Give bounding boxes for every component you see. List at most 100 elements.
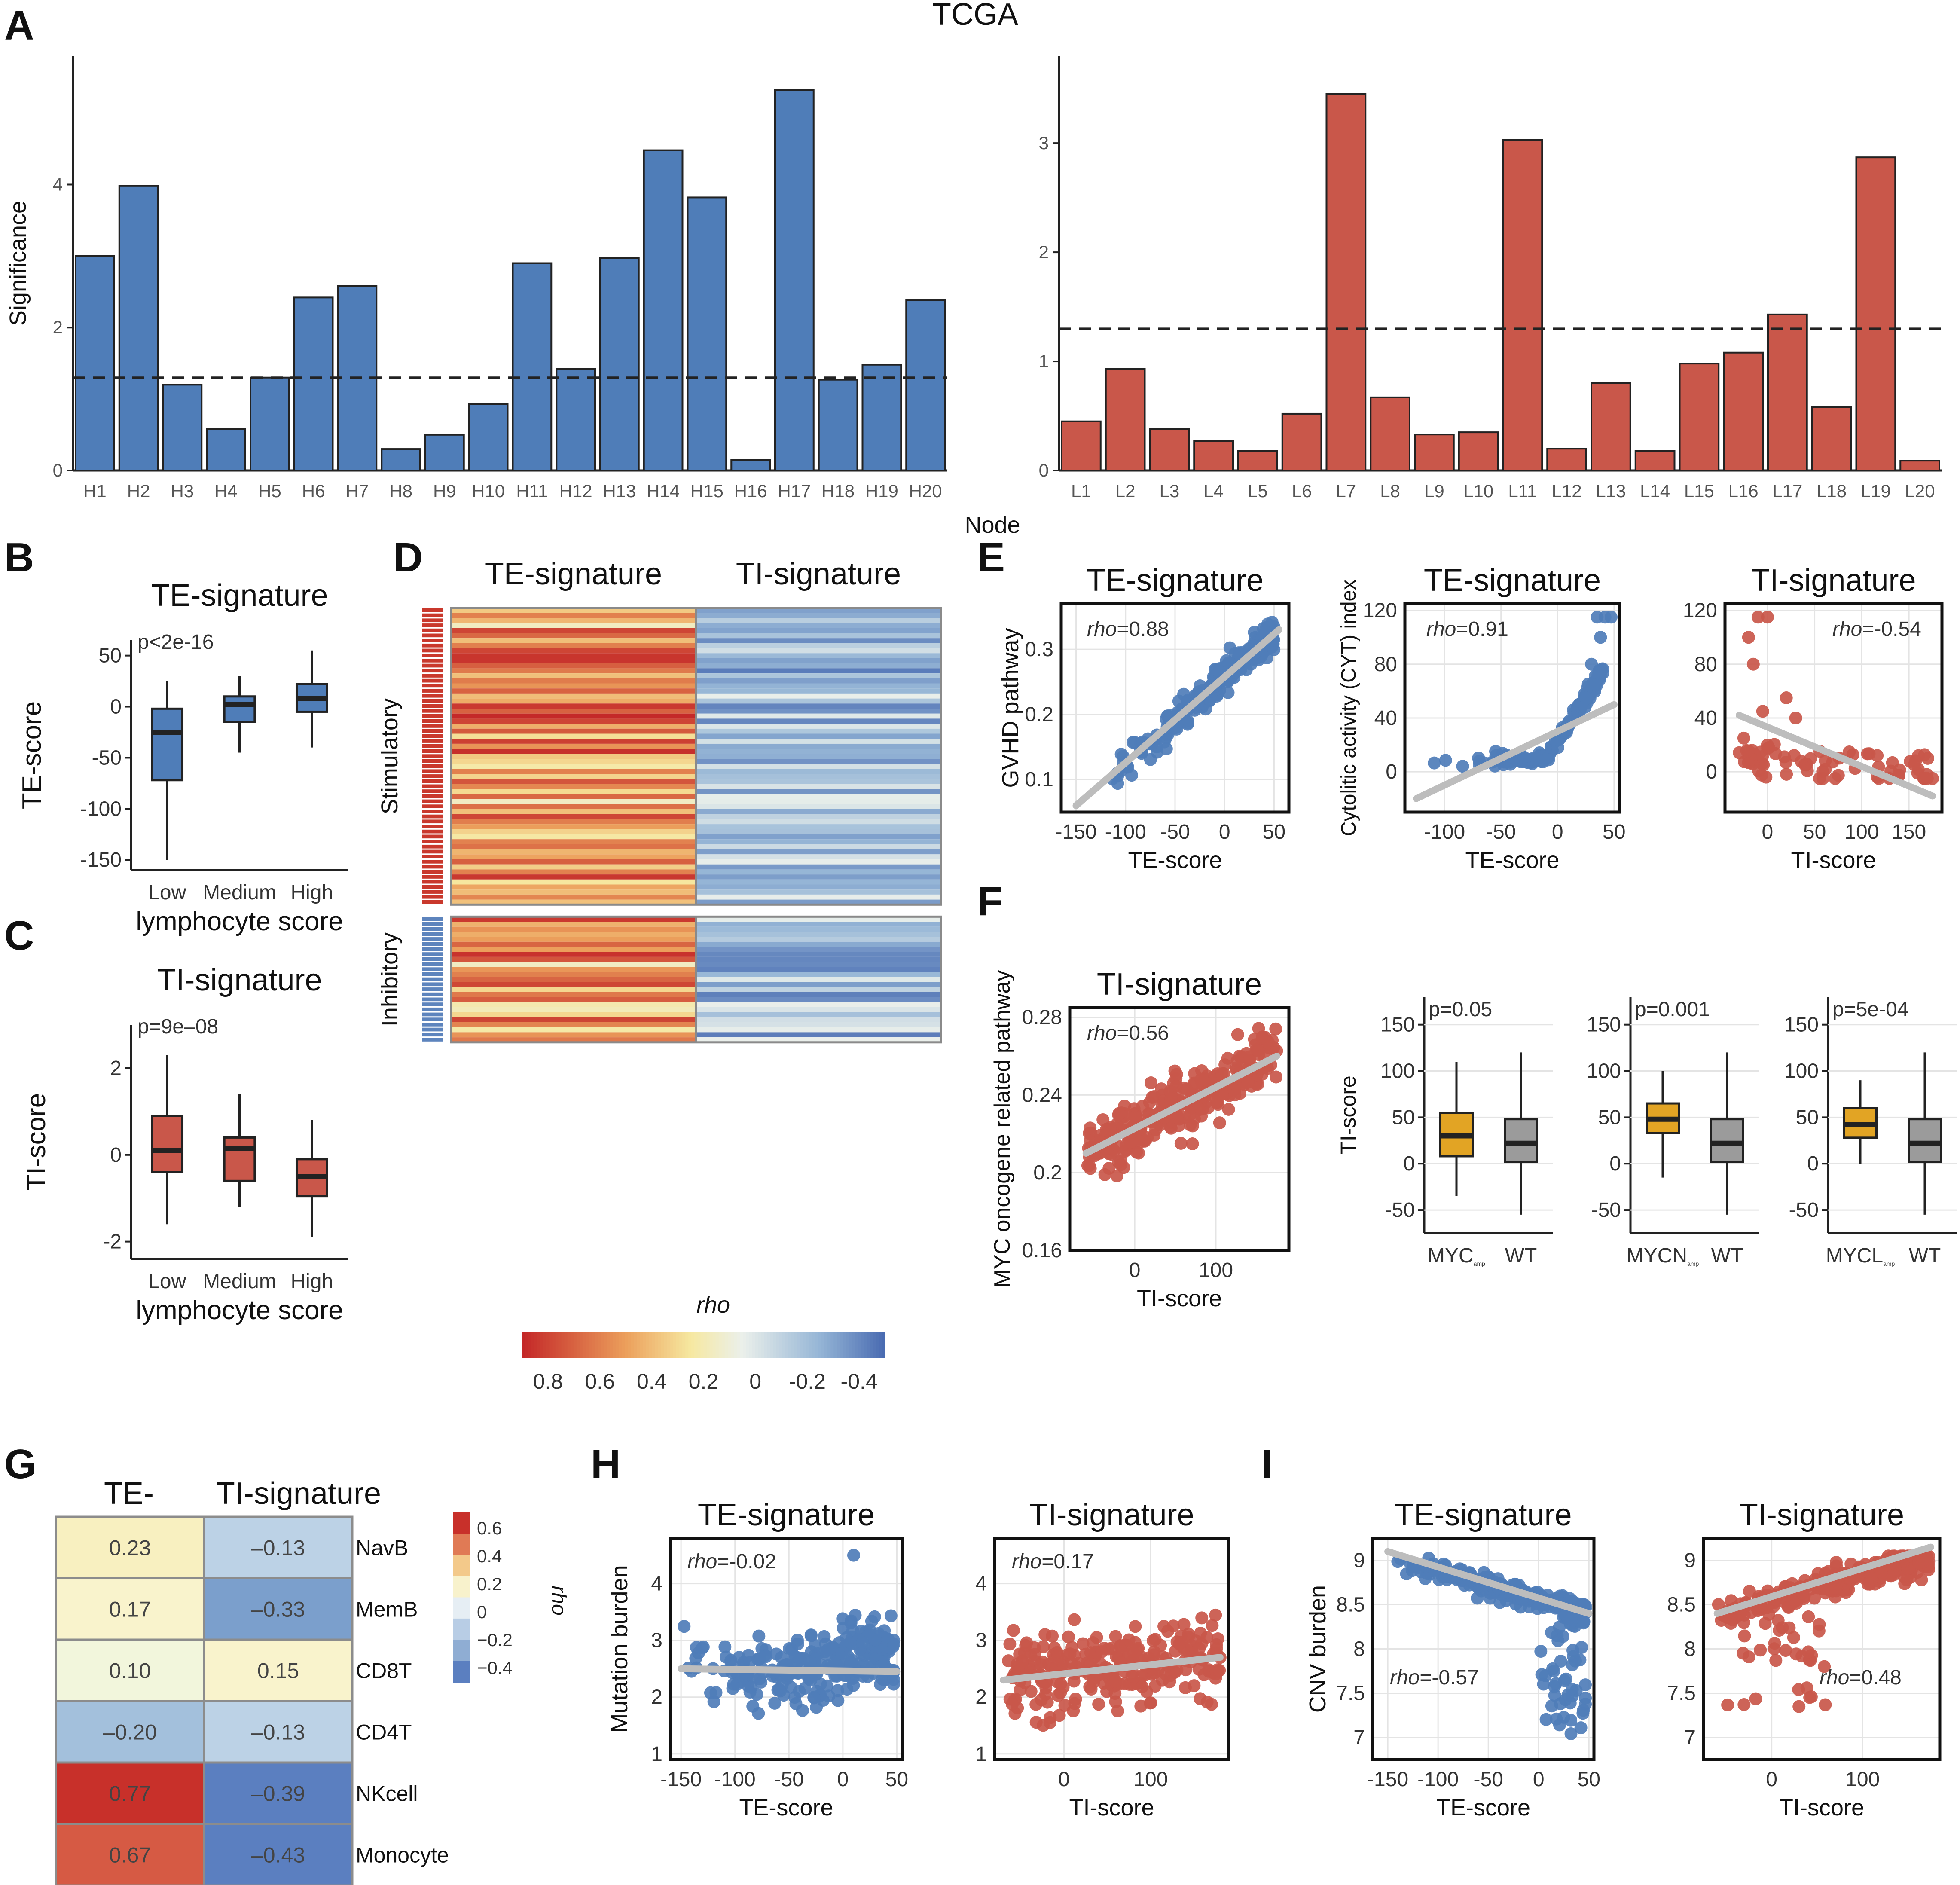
y-tick-label: 8.5 (1336, 1594, 1365, 1616)
data-point (1183, 1109, 1196, 1122)
row-annotation-bar (422, 724, 443, 728)
y-tick-label: -50 (92, 746, 122, 769)
legend-gradient-step (806, 1332, 810, 1358)
legend-tick-label: 0.4 (637, 1369, 667, 1393)
legend-tick-label: 0.8 (533, 1369, 563, 1393)
legend-gradient-step (758, 1332, 762, 1358)
data-point (1546, 1662, 1560, 1675)
heatmap-cell (696, 962, 941, 967)
p-value-annotation: p=0.05 (1429, 998, 1492, 1021)
heatmap-d: TE-signature TI-signature Stimulatory Inhib… (377, 557, 942, 1044)
panel-label-i: I (1261, 1441, 1273, 1487)
x-tick-label: L14 (1640, 481, 1670, 501)
data-point (1813, 1618, 1826, 1631)
data-point (1051, 1649, 1065, 1662)
heatmap-cell (451, 643, 696, 648)
heatmap-cell (451, 962, 696, 967)
legend-gradient-step (815, 1332, 819, 1358)
data-point (1829, 1582, 1842, 1595)
data-point (1129, 1620, 1142, 1633)
heatmap-cell (451, 1002, 696, 1007)
legend-gradient-step (736, 1332, 740, 1358)
row-annotation-bar (422, 1017, 443, 1021)
y-tick-label: 120 (1363, 599, 1397, 622)
row-annotation-bar (422, 608, 443, 612)
x-tick-label: High (290, 1270, 333, 1293)
data-point (1076, 1637, 1090, 1650)
data-point (1780, 691, 1793, 705)
bar-h2 (118, 185, 159, 471)
x-tick-label: H13 (603, 481, 636, 501)
y-tick-label: 9 (1684, 1549, 1696, 1572)
heatmap-cell (451, 1012, 696, 1017)
legend-gradient-step (619, 1332, 623, 1358)
data-point (1174, 1136, 1188, 1150)
legend-gradient-step (740, 1332, 744, 1358)
data-point (1228, 1088, 1242, 1102)
rho-annotation: rho=-0.02 (687, 1550, 776, 1573)
heatmap-cell (696, 668, 941, 674)
data-point (1900, 1573, 1914, 1586)
data-point (1456, 760, 1469, 773)
data-point (1542, 753, 1555, 767)
heatmap-cell (696, 967, 941, 972)
legend-gradient-step (604, 1332, 608, 1358)
data-point (1056, 1680, 1070, 1694)
legend-gradient-step (673, 1332, 677, 1358)
heatmap-cell (696, 653, 941, 658)
data-point (1605, 611, 1618, 624)
heatmap-cell (451, 648, 696, 654)
rho-value: =-0.57 (1420, 1666, 1478, 1689)
data-point (1743, 1585, 1756, 1598)
heatmap-cell (451, 992, 696, 997)
bar-l18 (1811, 406, 1852, 471)
data-point (1742, 631, 1755, 644)
data-point (1083, 1159, 1096, 1172)
data-point (1067, 1704, 1080, 1717)
data-point (1535, 1668, 1548, 1681)
heatmap-row-label: Monocyte (356, 1843, 449, 1867)
data-point (1737, 1698, 1751, 1711)
data-point (1186, 1137, 1199, 1151)
data-point (1771, 1614, 1785, 1627)
row-annotation-bar (422, 654, 443, 657)
y-tick-label: 3 (1039, 133, 1049, 153)
legend-gradient-step (543, 1332, 547, 1358)
heatmap-cell (451, 678, 696, 684)
heatmap-cell (696, 1002, 941, 1007)
data-point (1002, 1654, 1015, 1668)
bar-l7 (1325, 93, 1367, 471)
p-value-annotation: p<2e-16 (137, 631, 214, 654)
heatmap-cell (451, 794, 696, 799)
heatmap-cell (696, 1037, 941, 1042)
x-tick-label: MYCamp (1428, 1244, 1485, 1267)
data-point (1725, 1594, 1738, 1607)
y-tick-label: 50 (1796, 1106, 1819, 1129)
heatmap-cell (451, 663, 696, 669)
data-point (1170, 1068, 1183, 1081)
data-point (1270, 1070, 1283, 1084)
legend-gradient-step (688, 1332, 692, 1358)
data-point (1773, 1624, 1786, 1637)
data-point (1231, 1028, 1244, 1041)
bar-l12 (1546, 448, 1587, 472)
x-axis-title: TI-score (1069, 1795, 1154, 1821)
x-axis-title: TI-score (1791, 847, 1876, 873)
data-point (1589, 669, 1602, 682)
legend-gradient-step (749, 1332, 753, 1358)
y-tick-label: 100 (1784, 1060, 1819, 1083)
y-axis-title: TI-score (21, 1093, 51, 1191)
data-point (1787, 1631, 1800, 1644)
y-tick-label: 100 (1380, 1060, 1415, 1083)
legend-gradient-step (582, 1332, 586, 1358)
y-axis-title: MYC oncogene related pathway (990, 970, 1015, 1288)
legend-gradient-step (453, 1618, 470, 1641)
y-tick-label: 0 (110, 1144, 122, 1167)
bar-h4 (206, 428, 246, 471)
box-low (151, 1115, 184, 1173)
heatmap-cell (451, 982, 696, 987)
row-annotation-bar (422, 684, 443, 688)
x-tick-label: L12 (1552, 481, 1582, 501)
row-annotation-bar (422, 900, 443, 904)
bar-l2 (1105, 368, 1146, 471)
